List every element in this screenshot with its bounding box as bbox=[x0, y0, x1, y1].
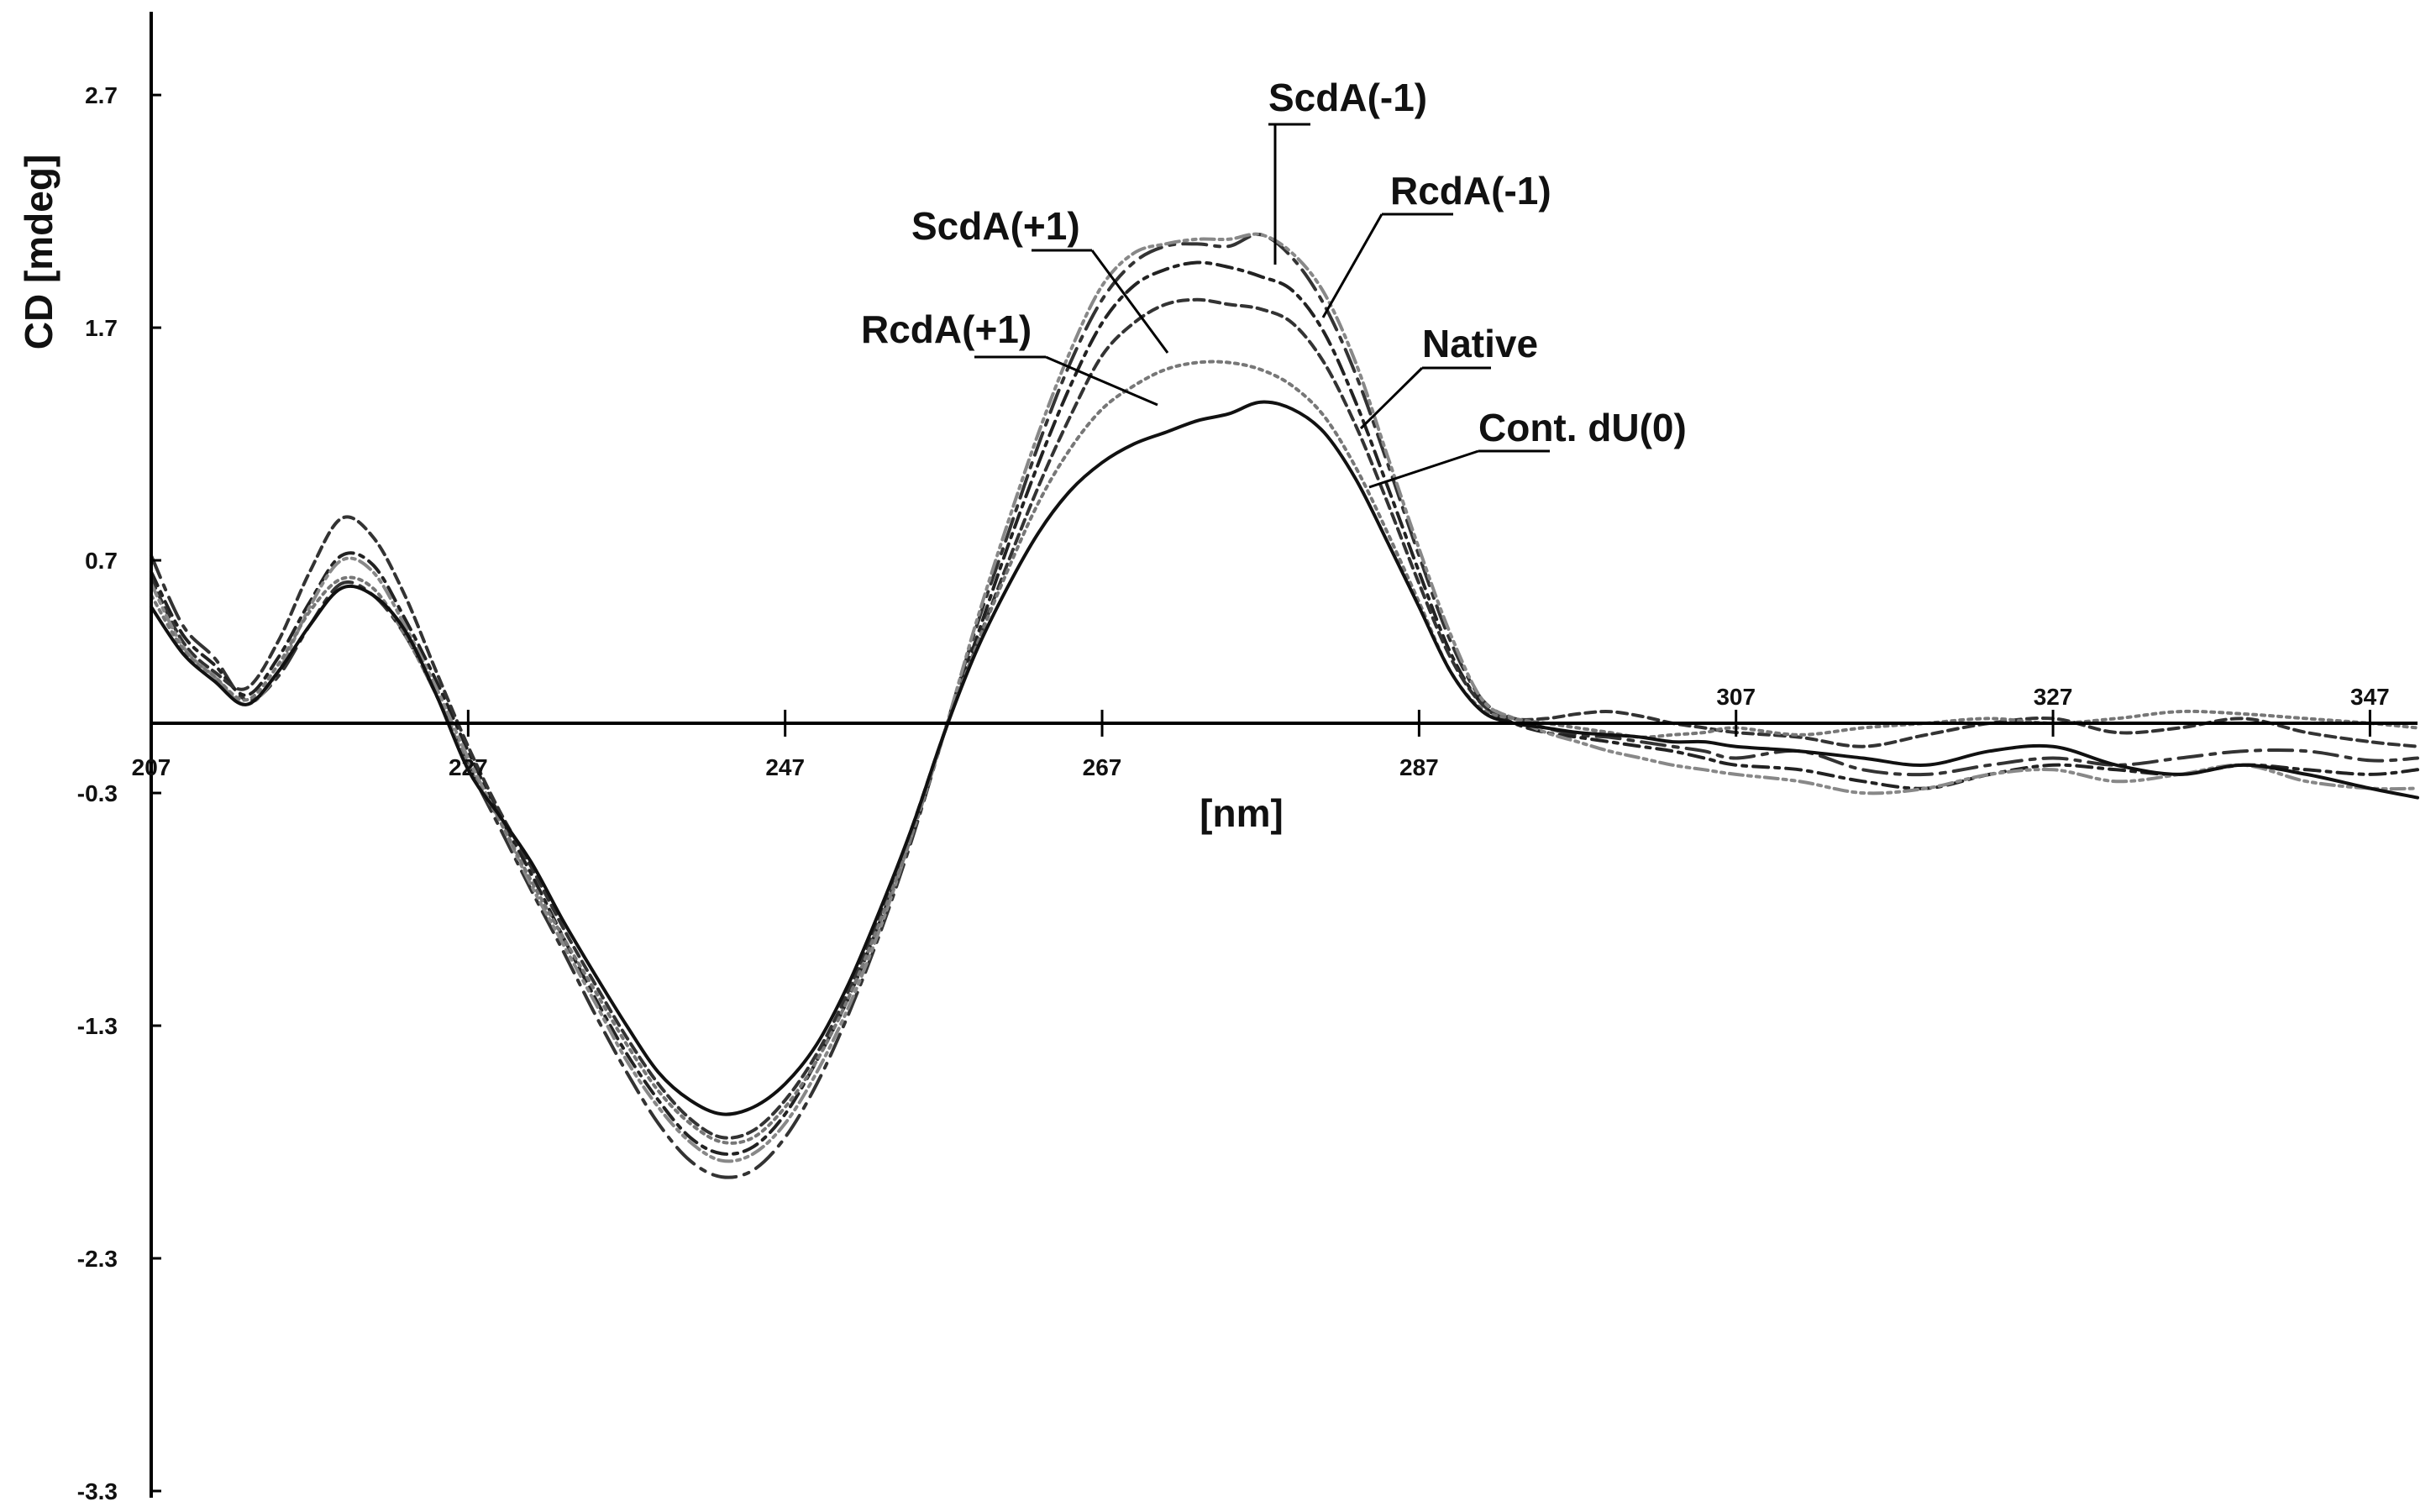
y-tick-label: -0.3 bbox=[77, 780, 118, 806]
label-leader-line bbox=[1368, 449, 1479, 489]
series-label: Native bbox=[1422, 322, 1538, 365]
series-label: ScdA(-1) bbox=[1268, 76, 1427, 119]
label-leader-line bbox=[1359, 366, 1424, 430]
x-tick-label: 247 bbox=[765, 754, 805, 780]
y-tick-label: -3.3 bbox=[77, 1478, 118, 1504]
series-line bbox=[150, 400, 2419, 1116]
series-line bbox=[150, 232, 2419, 1163]
series-label: RcdA(-1) bbox=[1390, 169, 1551, 213]
series-line bbox=[150, 360, 2419, 1145]
label-leader-line bbox=[1321, 213, 1383, 318]
x-tick-label: 267 bbox=[1083, 754, 1122, 780]
x-tick-label: 287 bbox=[1399, 754, 1439, 780]
series-label: ScdA(+1) bbox=[911, 204, 1080, 248]
series-label: RcdA(+1) bbox=[861, 307, 1032, 351]
x-axis-title: [nm] bbox=[1200, 791, 1284, 835]
label-leader-line bbox=[1090, 249, 1169, 354]
x-tick-label: 307 bbox=[1716, 684, 1756, 710]
x-tick-label: 347 bbox=[2350, 684, 2390, 710]
y-tick-label: -2.3 bbox=[77, 1246, 118, 1272]
series-line bbox=[150, 233, 2419, 1179]
y-tick-label: 2.7 bbox=[85, 82, 118, 108]
label-leader-line bbox=[1045, 355, 1158, 407]
y-tick-label: 1.7 bbox=[85, 315, 118, 341]
y-axis-title: CD [mdeg] bbox=[17, 155, 60, 350]
y-tick-label: 0.7 bbox=[85, 548, 118, 574]
series-line bbox=[150, 297, 2419, 1140]
tick-layer: 2.7 1.7 0.7 -0.3 -1.3 -2.3 -3.3 207 227 247 267 287… bbox=[77, 82, 2390, 1504]
series-label: Cont. dU(0) bbox=[1478, 406, 1687, 449]
y-tick-label: -1.3 bbox=[77, 1013, 118, 1039]
series-layer bbox=[150, 232, 2419, 1179]
x-tick-label: 227 bbox=[449, 754, 488, 780]
series-label-layer: ScdA(-1) RcdA(-1) ScdA(+1) RcdA(+1) Native Co… bbox=[861, 76, 1687, 489]
series-line bbox=[150, 260, 2419, 1156]
x-tick-label: 327 bbox=[2034, 684, 2073, 710]
x-tick-label: 207 bbox=[132, 754, 171, 780]
